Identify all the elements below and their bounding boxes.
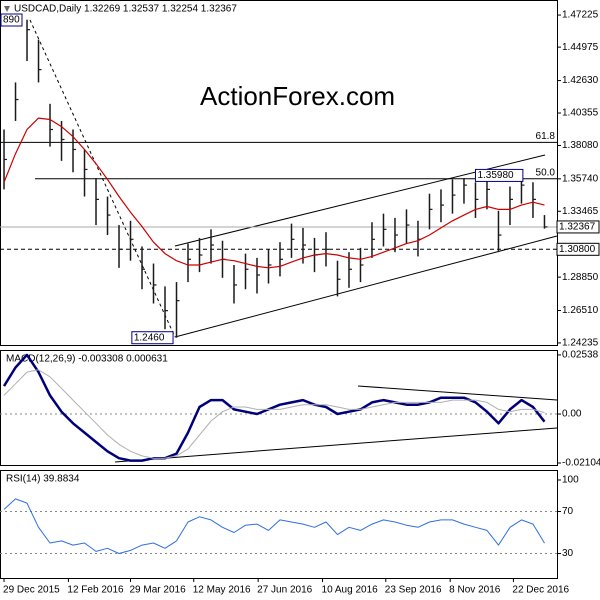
price-label-box: [556, 242, 600, 256]
macd-trend-lower: [114, 427, 558, 463]
y-tick-label: 100: [562, 475, 579, 486]
channel-upper: [174, 154, 546, 247]
fibo-label: 61.8: [536, 131, 556, 142]
callout-box: [131, 331, 174, 345]
price-label: 1.30800: [559, 244, 596, 255]
y-tick-label: 1.38080: [562, 140, 599, 151]
rsi-title: RSI(14) 39.8834: [6, 474, 80, 485]
x-tick-label: 29 Mar 2016: [130, 585, 187, 596]
menu-icon: [4, 6, 10, 12]
price-label-box: [556, 220, 600, 234]
price-panel: [0, 0, 558, 346]
y-tick-label: 1.47225: [562, 10, 599, 21]
x-tick-label: 10 Aug 2016: [322, 585, 379, 596]
y-tick-label: 0.02538: [562, 350, 599, 361]
y-tick-label: -0.021042: [562, 458, 600, 469]
macd-title: MACD(12,26,9) -0.003308 0.000631: [6, 354, 168, 365]
price-title: USDCAD,Daily 1.32269 1.32537 1.32254 1.3…: [14, 4, 237, 15]
callout-box: [474, 168, 524, 182]
y-tick-label: 1.28850: [562, 272, 599, 283]
y-tick-label: 1.26510: [562, 305, 599, 316]
price-label: 1.32367: [559, 222, 596, 233]
y-tick-label: 0.00: [562, 409, 582, 420]
macd-trend-upper: [357, 385, 558, 401]
series-line: [3, 117, 545, 269]
callout-label: 1.35980: [477, 170, 514, 181]
x-tick-label: 27 Jun 2016: [257, 585, 312, 596]
y-tick-label: 1.42630: [562, 75, 599, 86]
y-tick-label: 1.24235: [562, 338, 599, 349]
series-line: [3, 369, 545, 459]
watermark: ActionForex.com: [200, 81, 395, 111]
cut-callout-box: [0, 13, 23, 27]
channel-lower: [174, 235, 558, 338]
y-tick-label: 1.35740: [562, 173, 599, 184]
y-tick-label: 1.40355: [562, 108, 599, 119]
series-line: [2, 353, 546, 462]
y-tick-label: 70: [562, 506, 574, 517]
y-tick-label: 1.33465: [562, 206, 599, 217]
x-tick-label: 8 Nov 2016: [449, 585, 501, 596]
y-tick-label: 1.44975: [562, 42, 599, 53]
x-tick-label: 12 Feb 2016: [67, 585, 124, 596]
x-tick-label: 12 May 2016: [193, 585, 251, 596]
callout-label: 1.2460: [134, 332, 165, 343]
series-line: [3, 498, 545, 554]
rsi-panel: [0, 470, 558, 579]
x-tick-label: 22 Dec 2016: [512, 585, 569, 596]
cut-callout: 890: [3, 15, 20, 26]
macd-panel: [0, 350, 558, 466]
x-tick-label: 23 Sep 2016: [385, 585, 442, 596]
y-tick-label: 30: [562, 548, 574, 559]
x-tick-label: 29 Dec 2015: [3, 585, 60, 596]
fibo-label: 50.0: [536, 167, 556, 178]
